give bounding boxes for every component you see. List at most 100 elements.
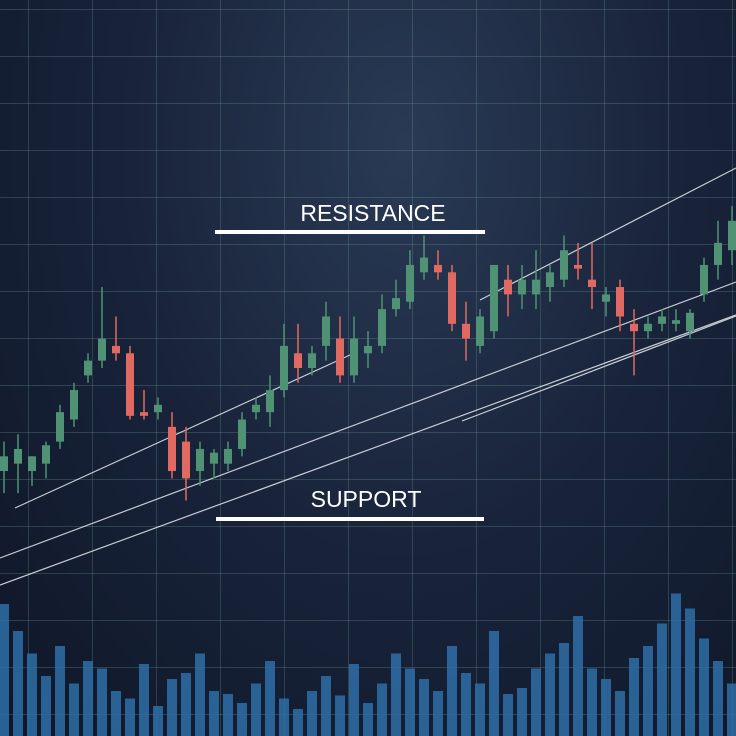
- candle-body: [700, 265, 708, 294]
- volume-bar: [629, 658, 639, 736]
- candle-body: [546, 272, 554, 287]
- resistance-label: RESISTANCE: [300, 200, 445, 226]
- candle-body: [532, 280, 540, 295]
- trend-line: [15, 355, 350, 508]
- volume-bar: [727, 684, 736, 736]
- volume-bar: [69, 684, 79, 736]
- volume-bar: [349, 664, 359, 736]
- volume-bar: [419, 679, 429, 736]
- volume-bar: [587, 669, 597, 736]
- candle-body: [266, 390, 274, 412]
- volume-bar: [713, 661, 723, 736]
- candle-body: [112, 346, 120, 353]
- volume-bar: [321, 676, 331, 736]
- volume-bar: [55, 646, 65, 736]
- candle-body: [56, 412, 64, 441]
- candle-body: [476, 316, 484, 345]
- candle-body: [504, 280, 512, 295]
- volume-bar: [97, 669, 107, 736]
- candle-body: [350, 339, 358, 376]
- candle-body: [686, 313, 694, 331]
- volume-bar: [139, 664, 149, 736]
- candle-body: [462, 324, 470, 339]
- candle-body: [14, 449, 22, 464]
- candle-body: [0, 456, 8, 471]
- volume-bar: [181, 673, 191, 736]
- candle-body: [140, 412, 148, 416]
- volume-bar: [503, 694, 513, 736]
- volume-bar: [111, 691, 121, 736]
- candle-body: [168, 427, 176, 471]
- candle-body: [364, 346, 372, 353]
- candle-body: [518, 280, 526, 295]
- volume-bar: [363, 703, 373, 736]
- candle-body: [630, 324, 638, 331]
- candle-body: [714, 243, 722, 265]
- volume-bar: [209, 691, 219, 736]
- candle-body: [728, 221, 736, 250]
- volume-bar: [377, 684, 387, 736]
- candle-body: [420, 258, 428, 273]
- candle-body: [322, 316, 330, 345]
- candle-body: [210, 453, 218, 464]
- volume-bar: [643, 646, 653, 736]
- volume-bar: [223, 694, 233, 736]
- volume-bar: [517, 688, 527, 736]
- volume-bar: [391, 654, 401, 736]
- volume-bar: [27, 654, 37, 736]
- trend-line: [462, 316, 736, 421]
- candle-body: [84, 361, 92, 376]
- volume-bar: [265, 661, 275, 736]
- volume-bar: [573, 616, 583, 736]
- volume-bar: [0, 604, 9, 736]
- volume-bar: [685, 609, 695, 736]
- candle-body: [98, 339, 106, 361]
- volume-bar: [41, 676, 51, 736]
- candle-body: [490, 265, 498, 331]
- candle-body: [672, 320, 680, 324]
- resistance-line: [215, 230, 485, 234]
- volume-bar: [251, 684, 261, 736]
- candle-body: [224, 449, 232, 464]
- volume-bar: [447, 646, 457, 736]
- candle-body: [154, 405, 162, 412]
- volume-bar: [545, 654, 555, 736]
- volume-bar: [559, 643, 569, 736]
- volume-bar: [671, 594, 681, 736]
- candle-body: [574, 265, 582, 269]
- candle-body: [616, 287, 624, 316]
- volume-bar: [615, 691, 625, 736]
- candle-body: [252, 405, 260, 412]
- candle-body: [448, 272, 456, 324]
- trend-line: [0, 282, 736, 558]
- candle-body: [392, 298, 400, 309]
- candle-body: [588, 280, 596, 287]
- volume-bar: [293, 709, 303, 736]
- support-label: SUPPORT: [311, 486, 422, 512]
- candle-body: [336, 339, 344, 376]
- candle-body: [238, 420, 246, 449]
- volume-bar: [489, 631, 499, 736]
- candle-body: [182, 442, 190, 479]
- candle-body: [280, 346, 288, 390]
- candle-body: [560, 250, 568, 279]
- volume-bar: [307, 691, 317, 736]
- volume-bar: [699, 639, 709, 736]
- candle-body: [42, 445, 50, 463]
- candle-body: [126, 353, 134, 416]
- volume-bar: [461, 673, 471, 736]
- volume-bar: [125, 699, 135, 736]
- volume-bar: [405, 669, 415, 736]
- volume-bar: [475, 684, 485, 736]
- volume-bar: [195, 654, 205, 736]
- volume-bar: [601, 679, 611, 736]
- volume-bar: [13, 631, 23, 736]
- volume-bar: [83, 661, 93, 736]
- volume-bar: [433, 691, 443, 736]
- candle-body: [434, 265, 442, 272]
- volume-bar: [237, 703, 247, 736]
- candle-body: [70, 390, 78, 419]
- candle-body: [644, 324, 652, 331]
